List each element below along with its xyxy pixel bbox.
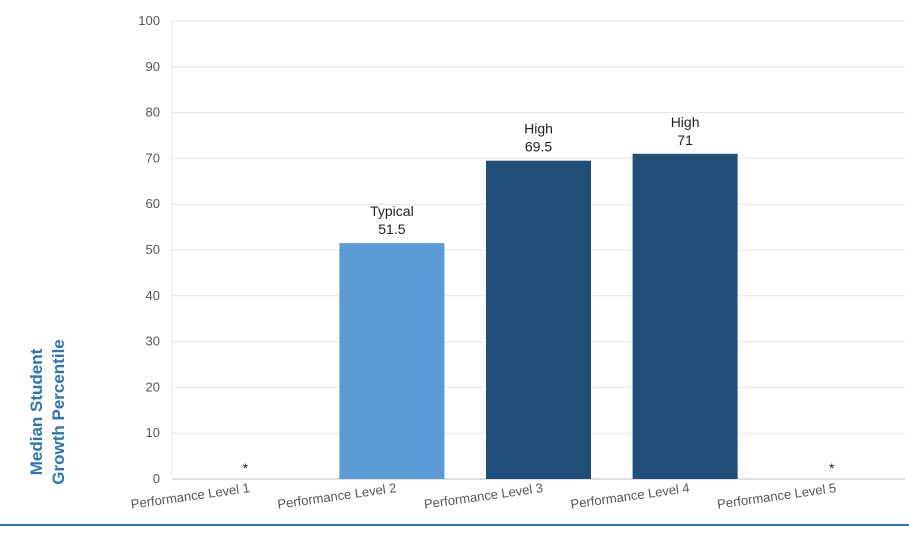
data-label: 69.5 xyxy=(525,139,552,155)
y-tick-label: 40 xyxy=(146,288,160,303)
x-tick-label: Performance Level 4 xyxy=(570,480,691,512)
bar xyxy=(632,153,738,479)
x-tick-label: Performance Level 5 xyxy=(716,480,837,512)
y-tick-labels: 0 10 20 30 40 50 60 70 80 90 100 xyxy=(138,13,160,486)
bar xyxy=(486,160,591,479)
growth-label: Typical xyxy=(370,203,414,219)
data-label: 71 xyxy=(677,132,693,148)
x-tick-labels: Performance Level 1 Performance Level 2 Pe… xyxy=(130,480,837,512)
bars xyxy=(339,153,738,479)
data-label: * xyxy=(243,460,249,476)
bar xyxy=(339,243,445,479)
data-label: * xyxy=(829,460,835,476)
data-labels: * Typical 51.5 High 69.5 High 71 * xyxy=(243,114,835,476)
y-tick-label: 90 xyxy=(146,59,160,74)
y-tick-label: 10 xyxy=(146,425,160,440)
y-tick-label: 60 xyxy=(146,196,160,211)
x-tick-label: Performance Level 3 xyxy=(423,480,544,512)
growth-label: High xyxy=(671,114,700,130)
y-tick-label: 30 xyxy=(146,334,160,349)
y-axis-title-line-1: Median Student xyxy=(27,348,46,475)
y-axis-title-line-2: Growth Percentile xyxy=(49,339,68,484)
y-tick-label: 50 xyxy=(146,242,160,257)
y-tick-label: 20 xyxy=(146,379,160,394)
y-tick-label: 70 xyxy=(146,150,160,165)
y-tick-label: 0 xyxy=(153,471,160,486)
y-tick-label: 80 xyxy=(146,105,160,120)
growth-label: High xyxy=(524,121,553,137)
x-tick-label: Performance Level 2 xyxy=(276,480,397,512)
y-axis-title: Median Student Growth Percentile xyxy=(27,339,68,484)
y-tick-label: 100 xyxy=(138,13,160,28)
data-label: 51.5 xyxy=(378,221,405,237)
x-tick-label: Performance Level 1 xyxy=(130,480,251,512)
